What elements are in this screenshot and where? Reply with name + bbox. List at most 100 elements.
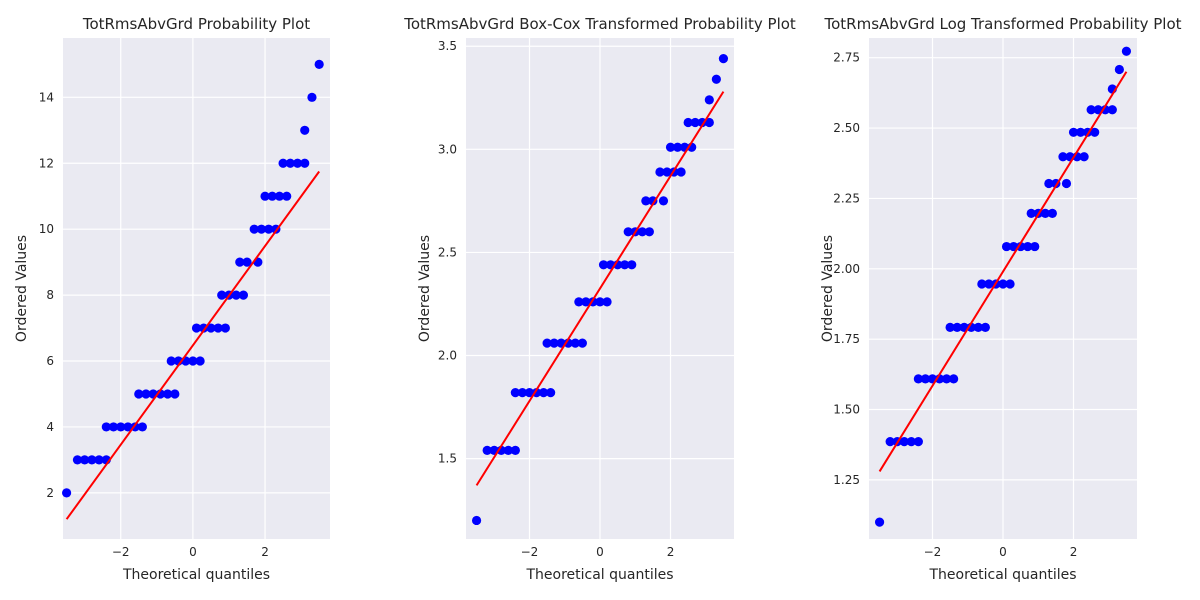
- data-point: [977, 279, 987, 289]
- data-point: [94, 455, 104, 465]
- data-point: [213, 323, 223, 333]
- data-point: [913, 374, 923, 384]
- data-point: [655, 167, 665, 177]
- data-point: [123, 422, 133, 432]
- data-point: [137, 422, 147, 432]
- y-tick-label: 8: [46, 288, 54, 302]
- data-point: [952, 322, 962, 332]
- data-point: [549, 338, 559, 348]
- data-point: [87, 455, 97, 465]
- data-point: [598, 260, 609, 270]
- data-point: [538, 388, 549, 398]
- data-point: [101, 422, 111, 432]
- data-point: [885, 437, 895, 447]
- data-point: [1058, 152, 1068, 162]
- data-point: [1107, 105, 1117, 115]
- data-point: [282, 191, 292, 201]
- data-point: [62, 488, 72, 498]
- data-point: [581, 297, 591, 307]
- x-tick-label: 0: [596, 545, 604, 559]
- y-tick-label: 1.75: [833, 332, 860, 346]
- data-point: [1016, 241, 1026, 252]
- data-point: [973, 322, 983, 332]
- data-point: [510, 388, 520, 398]
- data-point: [595, 297, 605, 307]
- data-point: [166, 356, 176, 366]
- data-point: [1075, 127, 1086, 137]
- data-point: [574, 297, 584, 307]
- data-point: [641, 196, 651, 206]
- y-tick-label: 1.50: [833, 403, 860, 417]
- chart-title: TotRmsAbvGrd Box-Cox Transformed Probabi…: [403, 15, 796, 33]
- data-point: [242, 257, 252, 267]
- data-point: [510, 445, 520, 455]
- y-tick-label: 12: [39, 156, 54, 170]
- data-point: [637, 227, 647, 237]
- chart-title: TotRmsAbvGrd Log Transformed Probability…: [823, 15, 1181, 33]
- data-point: [980, 322, 990, 332]
- data-point: [195, 356, 205, 366]
- fit-line: [65, 170, 320, 520]
- y-axis-label: Ordered Values: [820, 235, 836, 342]
- data-point: [285, 158, 295, 168]
- data-point: [307, 92, 317, 102]
- data-point: [170, 389, 180, 399]
- y-tick-label: 2.75: [833, 51, 860, 65]
- data-point: [220, 323, 230, 333]
- data-point: [267, 191, 277, 201]
- data-point: [563, 338, 573, 348]
- x-tick-label: 2: [1070, 545, 1078, 559]
- data-point: [704, 117, 714, 128]
- data-point: [658, 196, 669, 206]
- data-point: [620, 260, 630, 270]
- data-point: [1100, 105, 1110, 115]
- fit-line: [878, 71, 1128, 472]
- data-point: [672, 142, 683, 152]
- data-point: [274, 191, 285, 201]
- data-point: [662, 167, 672, 177]
- data-point: [217, 290, 227, 300]
- data-point: [1047, 208, 1057, 218]
- x-tick-label: 2: [261, 545, 269, 559]
- data-point: [1030, 241, 1040, 252]
- data-point: [108, 422, 119, 432]
- y-tick-label: 2: [46, 486, 54, 500]
- data-point: [206, 323, 216, 333]
- data-point: [627, 260, 637, 270]
- y-tick-label: 6: [46, 354, 54, 368]
- y-tick-label: 1.5: [438, 452, 457, 466]
- data-point: [665, 142, 676, 152]
- x-axis-label: Theoretical quantiles: [928, 567, 1076, 583]
- y-tick-label: 1.25: [833, 473, 860, 487]
- data-point: [546, 388, 556, 398]
- data-point: [644, 227, 654, 237]
- data-point: [72, 455, 83, 465]
- data-point: [116, 422, 126, 432]
- data-point: [1079, 152, 1089, 162]
- y-tick-label: 2.0: [438, 349, 457, 363]
- data-point: [920, 374, 931, 384]
- y-tick-label: 4: [46, 420, 54, 434]
- x-axis-label: Theoretical quantiles: [122, 567, 270, 583]
- data-point: [1061, 178, 1072, 189]
- y-tick-label: 2.25: [833, 191, 860, 205]
- data-point: [570, 338, 580, 348]
- data-point: [482, 445, 492, 455]
- data-point: [300, 158, 310, 168]
- data-point: [231, 290, 241, 300]
- x-tick-label: 0: [999, 545, 1007, 559]
- data-point: [1090, 127, 1100, 137]
- x-tick-label: −2: [521, 545, 539, 559]
- data-point: [300, 125, 310, 135]
- data-point: [249, 224, 259, 234]
- chart-title: TotRmsAbvGrd Probability Plot: [82, 15, 310, 33]
- data-point: [134, 389, 144, 399]
- data-point: [1023, 241, 1033, 252]
- data-point: [80, 455, 90, 465]
- data-point: [704, 95, 714, 105]
- data-point: [899, 437, 909, 447]
- y-axis-label: Ordered Values: [14, 235, 30, 342]
- data-point: [1086, 105, 1096, 115]
- data-point: [141, 389, 151, 399]
